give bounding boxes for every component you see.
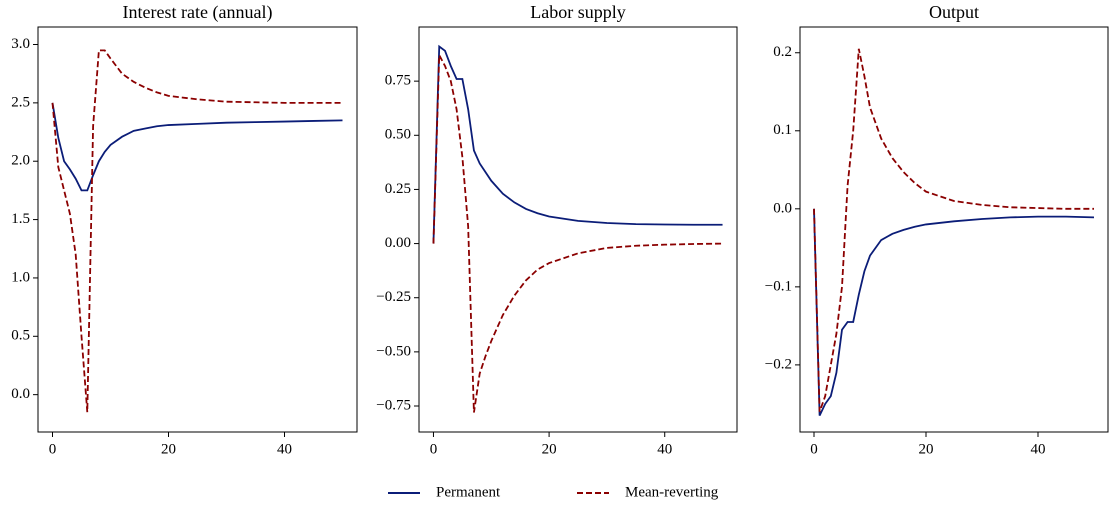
y-tick-label: 0.50 bbox=[385, 127, 411, 143]
y-tick-label: 0.5 bbox=[11, 328, 30, 344]
chart-title: Interest rate (annual) bbox=[123, 2, 273, 23]
series-line bbox=[813, 48, 1094, 413]
legend-label: Permanent bbox=[436, 484, 501, 500]
x-tick-label: 0 bbox=[430, 441, 438, 457]
y-tick-label: 2.5 bbox=[11, 94, 30, 110]
x-tick-label: 0 bbox=[810, 441, 818, 457]
y-tick-label: 1.5 bbox=[11, 211, 30, 227]
series-line bbox=[51, 49, 343, 413]
chart-title: Labor supply bbox=[530, 2, 625, 22]
y-tick-label: 1.0 bbox=[11, 269, 30, 285]
y-tick-label: −0.75 bbox=[376, 397, 411, 413]
y-tick-label: 3.0 bbox=[11, 36, 30, 52]
y-tick-label: 0.0 bbox=[773, 200, 792, 216]
legend: Permanent Mean-reverting bbox=[388, 484, 719, 500]
series-line bbox=[813, 208, 1095, 416]
legend-label: Mean-reverting bbox=[625, 484, 719, 500]
plot-frame bbox=[799, 26, 1109, 433]
y-tick-label: 0.25 bbox=[385, 181, 411, 197]
y-tick-label: 0.1 bbox=[773, 122, 792, 138]
y-tick-label: −0.50 bbox=[376, 343, 411, 359]
plot-frame bbox=[418, 26, 738, 433]
y-tick-label: −0.1 bbox=[765, 278, 792, 294]
x-tick-label: 40 bbox=[1031, 441, 1046, 457]
series-line bbox=[51, 102, 343, 192]
x-tick-label: 20 bbox=[542, 441, 557, 457]
chart-title: Output bbox=[929, 2, 979, 22]
plot-frame bbox=[37, 26, 358, 433]
x-tick-label: 40 bbox=[657, 441, 672, 457]
y-tick-label: 0.00 bbox=[385, 235, 411, 251]
y-tick-label: 0.2 bbox=[773, 44, 792, 60]
y-tick-label: 0.0 bbox=[11, 386, 30, 402]
y-tick-label: −0.2 bbox=[765, 356, 792, 372]
y-tick-label: 0.75 bbox=[385, 73, 411, 89]
series-line bbox=[432, 51, 723, 413]
y-tick-label: −0.25 bbox=[376, 289, 411, 305]
x-tick-label: 0 bbox=[49, 441, 57, 457]
x-tick-label: 40 bbox=[277, 441, 292, 457]
x-tick-label: 20 bbox=[161, 441, 176, 457]
x-tick-label: 20 bbox=[919, 441, 934, 457]
series-line bbox=[432, 44, 723, 244]
y-tick-label: 2.0 bbox=[11, 153, 30, 169]
